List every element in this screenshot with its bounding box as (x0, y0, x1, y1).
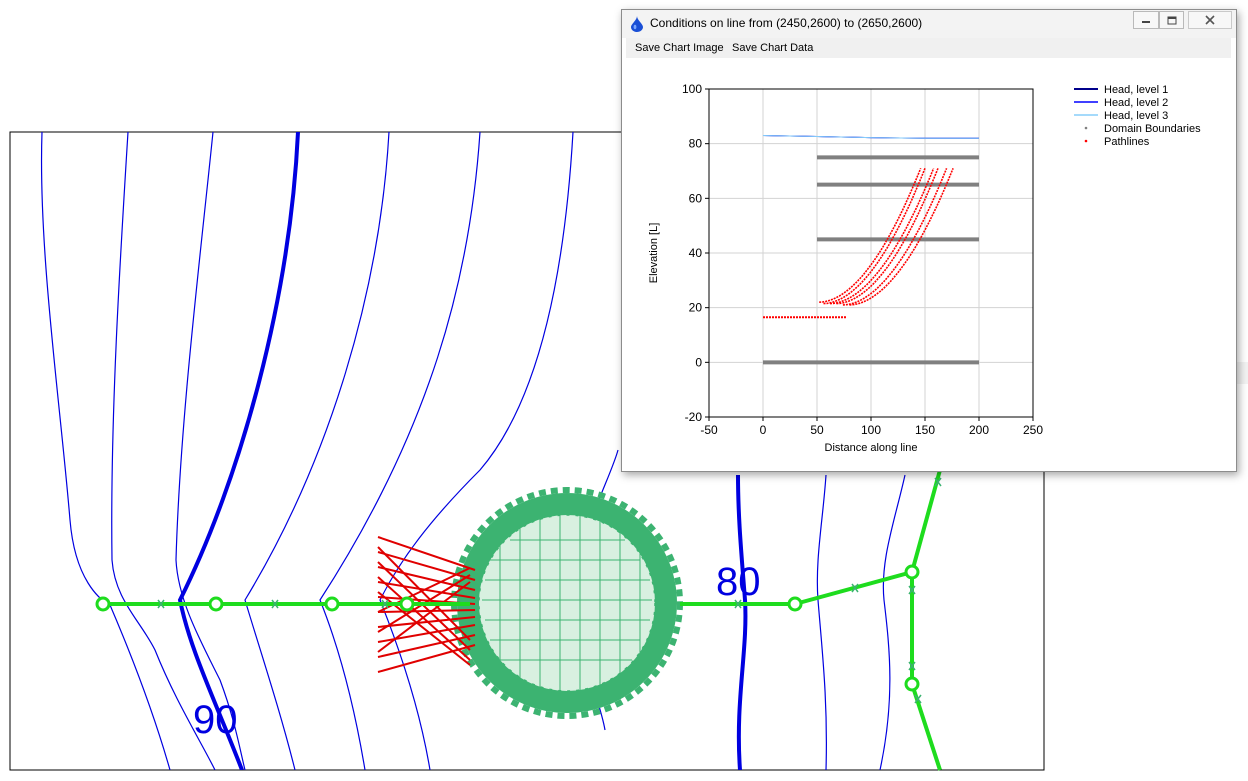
close-icon (1205, 15, 1215, 25)
legend-entry: Head, level 1 (1104, 84, 1168, 96)
boundary-node[interactable] (399, 596, 415, 612)
head-contours (40, 132, 906, 770)
boundary-node[interactable] (787, 596, 803, 612)
contour-label-80: 80 (716, 560, 761, 604)
dialog-title: Conditions on line from (2450,2600) to (… (650, 16, 923, 30)
legend-entry: Head, level 3 (1104, 110, 1168, 122)
y-tick-label: -20 (685, 410, 703, 424)
well-grid (482, 515, 652, 692)
minimize-icon (1142, 21, 1150, 23)
y-axis-title: Elevation [L] (648, 223, 660, 284)
boundary-node[interactable] (324, 596, 340, 612)
conditions-dialog[interactable]: Conditions on line from (2450,2600) to (… (621, 9, 1237, 472)
contour-line (816, 474, 827, 770)
boundary-node[interactable] (904, 564, 920, 580)
menu-save-chart-image[interactable]: Save Chart Image (635, 42, 724, 54)
elevation-chart: -50 0 50 100 150 200 250 -20 0 20 40 60 80 100 Distanc… (648, 82, 1201, 454)
contour-line (879, 474, 906, 770)
dialog-menubar: Save Chart Image Save Chart Data (626, 38, 1231, 58)
line-boundary-markers (157, 477, 942, 704)
dialog-titlebar[interactable]: Conditions on line from (2450,2600) to (… (622, 10, 1236, 38)
boundary-node[interactable] (95, 596, 111, 612)
pathline-curve (849, 167, 954, 306)
x-tick-label: 150 (915, 423, 935, 437)
legend-swatch (1084, 126, 1088, 130)
x-tick-label: 0 (760, 423, 767, 437)
contour-line (319, 132, 481, 770)
pathline-curve (823, 167, 926, 305)
contour-line-80 (736, 474, 748, 770)
x-tick-label: -50 (700, 423, 718, 437)
y-tick-label: 80 (689, 137, 703, 151)
y-tick-label: 20 (689, 301, 703, 315)
legend-swatch (1084, 139, 1088, 143)
pathline-curve (836, 167, 939, 305)
pathline-curve (842, 167, 948, 306)
boundary-node[interactable] (904, 676, 920, 692)
y-tick-label: 0 (695, 355, 702, 369)
x-tick-label: 250 (1023, 423, 1043, 437)
y-tick-label: 100 (682, 82, 702, 96)
well-inner-area (479, 515, 655, 691)
maximize-icon (1167, 16, 1176, 24)
legend-entry: Domain Boundaries (1104, 123, 1201, 135)
minimize-button[interactable] (1133, 11, 1159, 29)
legend-entry: Pathlines (1104, 136, 1150, 148)
contour-line (244, 132, 390, 770)
y-tick-label: 40 (689, 246, 703, 260)
line-boundary-nodes[interactable] (95, 564, 920, 692)
maximize-button[interactable] (1159, 11, 1184, 29)
contour-label-90: 90 (193, 698, 238, 742)
menu-save-chart-data[interactable]: Save Chart Data (732, 42, 814, 54)
x-tick-label: 200 (969, 423, 989, 437)
contour-line (111, 132, 216, 770)
close-button[interactable] (1188, 11, 1232, 29)
contour-line (40, 132, 171, 770)
boundary-node[interactable] (208, 596, 224, 612)
pathline-curve (819, 167, 922, 303)
x-axis-title: Distance along line (825, 442, 918, 454)
x-tick-label: 50 (810, 423, 824, 437)
contour-line (379, 132, 574, 770)
head-series-line (762, 134, 979, 139)
contour-line-90 (177, 132, 300, 770)
background-window-edge (1236, 362, 1248, 384)
legend-entry: Head, level 2 (1104, 97, 1168, 109)
well-inner-hatch (478, 514, 656, 692)
y-tick-label: 60 (689, 191, 703, 205)
x-tick-label: 100 (861, 423, 881, 437)
water-drop-icon (631, 16, 643, 32)
contour-line (175, 132, 246, 770)
